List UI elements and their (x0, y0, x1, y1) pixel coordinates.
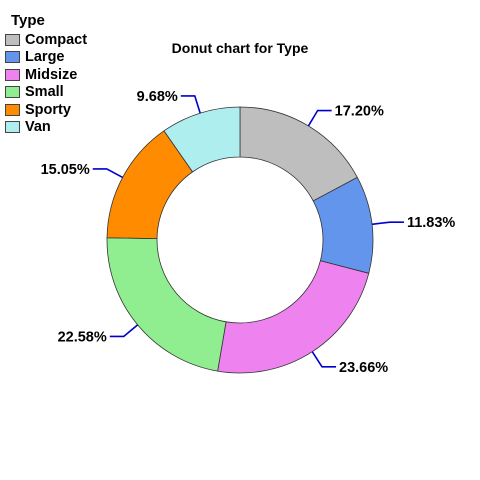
slice-label-midsize: 23.66% (339, 360, 388, 376)
slice-van (163, 106, 241, 173)
slice-labels: 17.20% 11.83% 23.66% 22.58% 15.05% 9.68% (41, 89, 456, 376)
legend-swatch (5, 33, 20, 46)
leader-line-large (371, 221, 404, 226)
slice-label-small: 22.58% (58, 329, 107, 345)
legend-item-small: Small (5, 84, 87, 102)
legend-items: Compact Large Midsize Small Sporty Van (5, 31, 87, 136)
slice-small (106, 237, 227, 372)
slice-midsize (217, 260, 370, 374)
leader-line-van (180, 95, 201, 114)
leader-line-compact (307, 109, 332, 127)
legend-label: Large (25, 49, 65, 66)
legend-swatch (5, 68, 20, 81)
chart-title: Donut chart for Type (172, 40, 309, 56)
legend-title: Type (11, 12, 45, 29)
leader-line-sporty (92, 168, 124, 179)
slice-label-compact: 17.20% (335, 104, 384, 120)
legend-item-midsize: Midsize (5, 66, 87, 84)
leader-line-midsize (311, 351, 337, 368)
legend-swatch (5, 86, 20, 99)
legend-label: Small (25, 84, 64, 101)
legend: Type Compact Large Midsize Small Sporty Van (5, 12, 87, 136)
legend-swatch (5, 51, 20, 64)
legend-swatch (5, 103, 20, 116)
legend-label: Compact (25, 31, 88, 48)
legend-label: Sporty (25, 101, 71, 118)
donut-slices (106, 106, 374, 374)
legend-label: Van (25, 119, 51, 136)
legend-item-van: Van (5, 119, 87, 137)
legend-swatch (5, 121, 20, 134)
legend-item-compact: Compact (5, 31, 87, 49)
slice-label-large: 11.83% (407, 215, 455, 231)
legend-item-large: Large (5, 49, 87, 67)
slice-label-van: 9.68% (137, 89, 178, 105)
label-leaders (92, 95, 404, 368)
legend-item-sporty: Sporty (5, 101, 87, 119)
leader-line-small (109, 324, 139, 338)
legend-label: Midsize (25, 66, 78, 83)
slice-label-sporty: 15.05% (41, 162, 90, 178)
